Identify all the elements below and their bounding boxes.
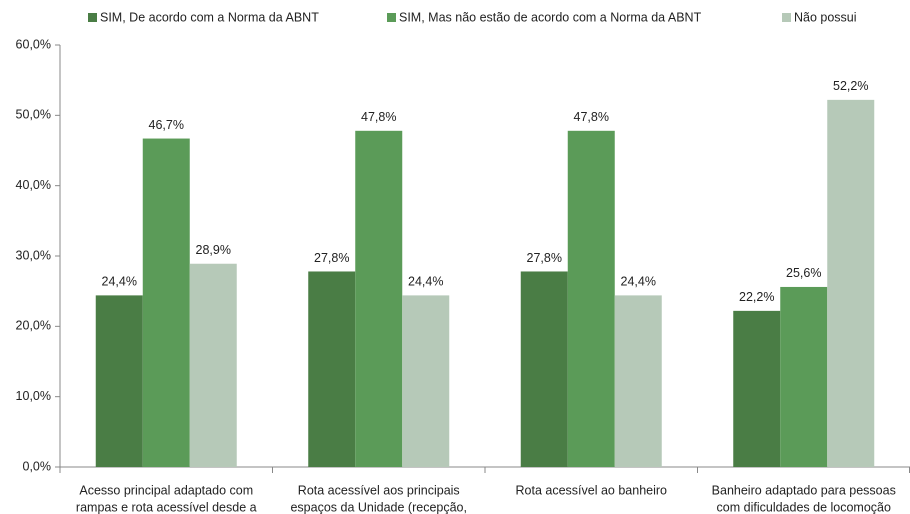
data-label: 27,8% bbox=[314, 251, 349, 265]
bar bbox=[142, 138, 190, 467]
bar bbox=[308, 271, 356, 467]
bar bbox=[95, 295, 143, 467]
bar bbox=[567, 130, 615, 467]
x-tick-label: Banheiro adaptado para pessoas bbox=[712, 483, 896, 497]
bar bbox=[520, 271, 568, 467]
data-label: 24,4% bbox=[102, 275, 137, 289]
x-tick-label: Rota acessível aos principais bbox=[298, 483, 460, 497]
y-tick-label: 10,0% bbox=[16, 389, 51, 403]
data-label: 46,7% bbox=[149, 118, 184, 132]
legend-label: SIM, De acordo com a Norma da ABNT bbox=[100, 10, 319, 24]
y-tick-label: 40,0% bbox=[16, 178, 51, 192]
data-label: 24,4% bbox=[621, 275, 656, 289]
data-label: 28,9% bbox=[196, 243, 231, 257]
legend-swatch bbox=[782, 13, 791, 22]
x-tick-label: Rota acessível ao banheiro bbox=[516, 483, 668, 497]
y-tick-label: 0,0% bbox=[23, 459, 52, 473]
y-tick-label: 20,0% bbox=[16, 319, 51, 333]
x-tick-label: Acesso principal adaptado com bbox=[79, 483, 253, 497]
x-tick-label: rampas e rota acessível desde a bbox=[76, 500, 257, 514]
legend-swatch bbox=[387, 13, 396, 22]
data-label: 52,2% bbox=[833, 79, 868, 93]
bar bbox=[733, 310, 781, 467]
data-label: 24,4% bbox=[408, 275, 443, 289]
x-tick-label: com dificuldades de locomoção bbox=[717, 500, 891, 514]
bar bbox=[780, 286, 828, 467]
y-tick-label: 30,0% bbox=[16, 248, 51, 262]
data-label: 47,8% bbox=[361, 110, 396, 124]
legend-swatch bbox=[88, 13, 97, 22]
bar bbox=[355, 130, 403, 467]
data-label: 25,6% bbox=[786, 266, 821, 280]
bar bbox=[827, 99, 875, 468]
x-tick-label: espaços da Unidade (recepção, bbox=[290, 500, 467, 514]
y-tick-label: 60,0% bbox=[16, 37, 51, 51]
legend-label: Não possui bbox=[794, 10, 857, 24]
legend-label: SIM, Mas não estão de acordo com a Norma… bbox=[399, 10, 702, 24]
bar bbox=[189, 263, 237, 467]
data-label: 27,8% bbox=[527, 251, 562, 265]
y-tick-label: 50,0% bbox=[16, 108, 51, 122]
data-label: 47,8% bbox=[574, 110, 609, 124]
bar bbox=[402, 295, 450, 467]
data-label: 22,2% bbox=[739, 290, 774, 304]
bar bbox=[614, 295, 662, 467]
